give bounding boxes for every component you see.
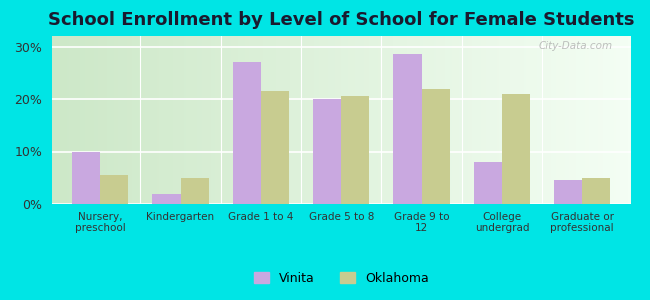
Bar: [313, 99, 341, 204]
Bar: [554, 180, 582, 204]
Bar: [393, 54, 422, 204]
Bar: [100, 175, 128, 204]
Bar: [181, 178, 209, 204]
Bar: [261, 91, 289, 204]
Title: School Enrollment by Level of School for Female Students: School Enrollment by Level of School for…: [48, 11, 634, 29]
Bar: [502, 94, 530, 204]
Legend: Vinita, Oklahoma: Vinita, Oklahoma: [254, 272, 428, 285]
Bar: [72, 152, 100, 204]
Bar: [582, 178, 610, 204]
Bar: [474, 162, 502, 204]
Bar: [153, 194, 181, 204]
Bar: [233, 62, 261, 204]
Text: City-Data.com: City-Data.com: [539, 41, 613, 51]
Bar: [422, 88, 450, 204]
Bar: [341, 96, 369, 204]
